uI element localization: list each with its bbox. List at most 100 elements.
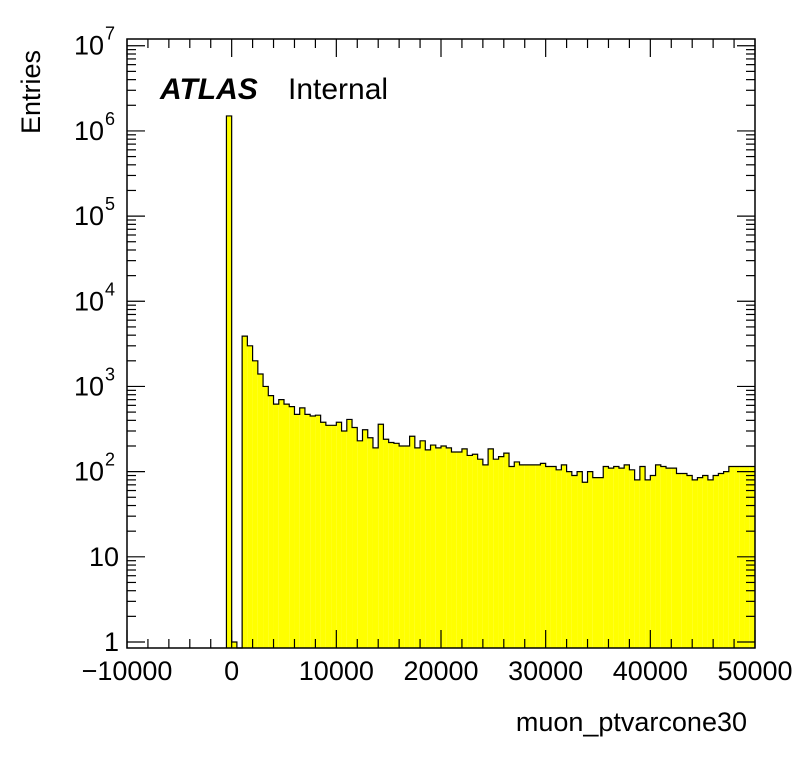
histogram-bar — [509, 466, 515, 648]
y-tick-label: 10 2 — [74, 450, 115, 487]
histogram-bar — [425, 449, 431, 648]
histogram-bar — [456, 452, 462, 648]
histogram-bar — [451, 452, 457, 648]
histogram-bar — [278, 399, 284, 648]
histogram-bar — [618, 468, 625, 648]
histogram-bar — [608, 468, 614, 648]
y-tick-exponent: 2 — [105, 450, 115, 470]
histogram-bar — [556, 469, 562, 648]
histogram-bar — [409, 436, 415, 648]
histogram-bar — [304, 414, 311, 648]
y-tick-label: 1 — [104, 627, 119, 657]
y-tick-base: 10 — [74, 457, 104, 487]
histogram-bar — [598, 477, 604, 648]
histogram-bar — [535, 464, 541, 648]
histogram-bar — [550, 466, 557, 648]
histogram-bar — [372, 447, 379, 648]
histogram-bar — [592, 477, 598, 648]
histogram-bar — [686, 475, 693, 648]
histogram-bar — [624, 464, 630, 648]
histogram-bar — [404, 445, 410, 648]
histogram-bar — [639, 466, 646, 648]
histogram-bar — [540, 463, 546, 648]
axis-ticks — [126, 39, 756, 648]
x-tick-label: 10000 — [299, 656, 374, 686]
histogram-bar — [388, 442, 394, 648]
histogram-outline — [225, 115, 755, 649]
atlas-label: ATLAS — [159, 73, 258, 106]
x-tick-label: 20000 — [403, 656, 478, 686]
histogram-bar — [362, 429, 368, 648]
y-tick-exponent: 3 — [105, 364, 115, 384]
histogram-bar — [399, 445, 405, 648]
histogram-bar — [676, 473, 682, 648]
histogram-bar — [346, 419, 353, 648]
histogram-bar — [519, 464, 525, 648]
histogram-bar — [723, 471, 729, 648]
histogram-bar — [629, 469, 635, 648]
y-tick-exponent: 7 — [105, 24, 115, 44]
histogram-bar — [666, 468, 672, 648]
histogram-bar — [587, 471, 593, 648]
histogram-bar — [645, 479, 651, 648]
histogram-bar — [650, 475, 656, 648]
histogram-bar — [331, 425, 337, 648]
histogram-bar — [446, 447, 452, 648]
y-tick-exponent: 6 — [105, 109, 115, 129]
y-tick-label: 10 3 — [74, 364, 115, 401]
histogram-bar — [566, 471, 572, 648]
histogram-bar — [482, 464, 489, 648]
histogram-bar — [461, 448, 468, 648]
x-axis-title: muon_ptvarcone30 — [516, 707, 747, 737]
histogram-bar — [577, 471, 583, 648]
histogram-bar — [231, 641, 237, 648]
histogram-bar — [603, 466, 609, 648]
histogram-bar — [498, 456, 504, 648]
histogram-bar — [341, 430, 347, 648]
histogram-bar — [336, 422, 342, 648]
x-tick-labels: −10000 0 10000 20000 30000 40000 50000 — [82, 656, 793, 686]
histogram-bar — [378, 424, 384, 648]
y-tick-label: 10 6 — [74, 109, 115, 146]
histogram-bar — [242, 336, 248, 648]
histogram-bar — [284, 404, 290, 648]
y-tick-label: 10 7 — [74, 24, 115, 61]
y-tick-base: 1 — [104, 627, 119, 657]
histogram-bar — [472, 454, 478, 648]
histogram-bar — [414, 447, 421, 648]
plot-frame — [126, 38, 756, 649]
histogram-bar — [702, 475, 708, 648]
histogram-bar — [571, 475, 578, 648]
y-tick-label: 10 5 — [74, 194, 115, 231]
internal-label: Internal — [288, 73, 388, 106]
histogram-bar — [383, 439, 389, 648]
histogram-bar — [310, 415, 316, 648]
histogram-bar — [545, 466, 551, 648]
histogram-bar — [692, 479, 698, 648]
histogram-bar — [247, 345, 253, 648]
histogram-bar — [493, 459, 499, 648]
histogram-bar — [488, 448, 494, 648]
histogram-bar — [325, 425, 332, 648]
histogram-bar — [367, 437, 373, 648]
histogram-bar — [681, 473, 687, 648]
y-tick-exponent: 5 — [105, 194, 115, 214]
histogram-bar — [561, 464, 567, 648]
histogram-bar — [289, 406, 295, 648]
histogram-bar — [357, 440, 363, 648]
histogram-bar — [524, 464, 530, 648]
histogram-bar — [728, 466, 735, 648]
histogram-bar — [441, 445, 447, 648]
histogram-bar — [697, 477, 703, 648]
histogram-bar — [655, 464, 661, 648]
histogram-bar — [718, 473, 724, 648]
y-tick-label: 10 — [89, 542, 119, 572]
histogram-bar — [393, 443, 400, 648]
y-tick-base: 10 — [74, 201, 104, 231]
histogram-bar — [707, 479, 714, 648]
histogram-bar — [713, 475, 719, 648]
y-tick-label: 10 4 — [74, 279, 115, 316]
y-tick-exponent: 4 — [105, 279, 115, 299]
